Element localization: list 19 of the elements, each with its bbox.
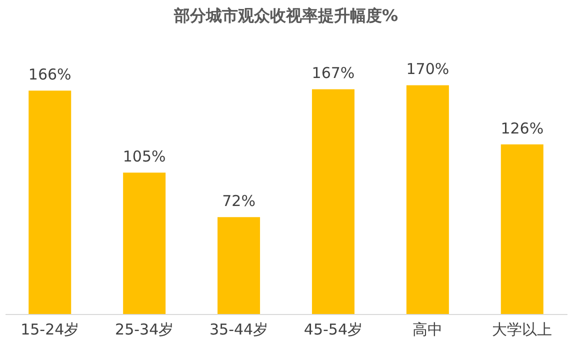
data-label: 72% xyxy=(222,192,256,210)
data-label: 170% xyxy=(406,60,450,78)
bar xyxy=(218,217,260,314)
bar xyxy=(500,144,544,314)
bar xyxy=(406,85,449,314)
x-tick-label: 高中 xyxy=(412,320,443,338)
data-label: 167% xyxy=(312,64,355,82)
chart-title: 部分城市观众收视率提升幅度% xyxy=(172,6,398,25)
x-tick-label: 15-24岁 xyxy=(20,320,80,338)
x-tick-label: 25-34岁 xyxy=(115,320,174,338)
bar xyxy=(312,89,354,314)
bar xyxy=(28,90,72,314)
data-label: 105% xyxy=(122,148,166,166)
x-tick-label: 大学以上 xyxy=(492,320,552,338)
x-tick-label: 45-54岁 xyxy=(304,320,363,338)
bar xyxy=(123,172,166,314)
data-label: 126% xyxy=(500,119,544,138)
x-tick-label: 35-44岁 xyxy=(209,320,268,338)
data-label: 166% xyxy=(28,66,72,84)
